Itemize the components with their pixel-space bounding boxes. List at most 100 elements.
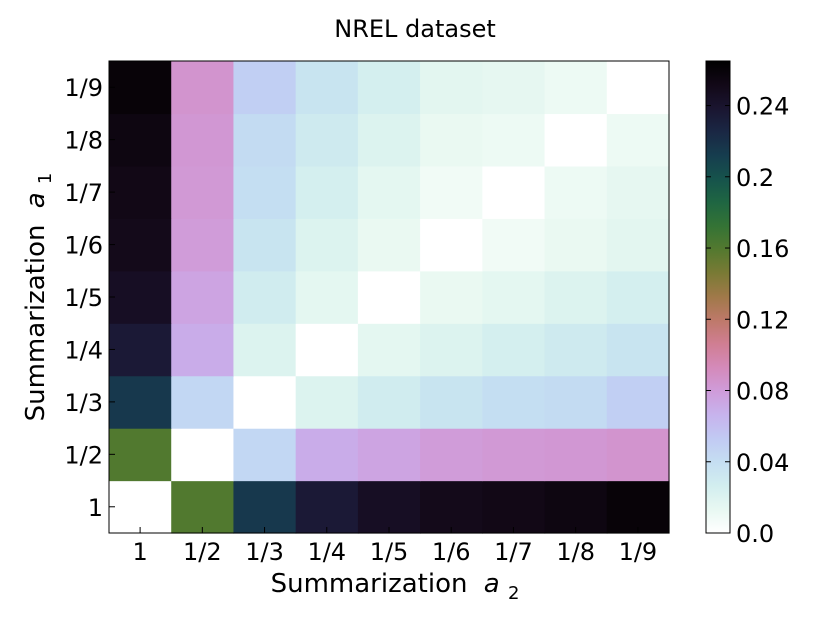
- heatmap-cell: [606, 428, 670, 482]
- heatmap-cell: [233, 480, 297, 534]
- heatmap-cell: [482, 375, 546, 429]
- heatmap-cell: [109, 61, 172, 115]
- heatmap-cell: [606, 218, 670, 272]
- heatmap-cells: [109, 61, 670, 534]
- heatmap-cell: [171, 428, 235, 482]
- heatmap-cell: [357, 480, 421, 534]
- heatmap-cell: [109, 165, 172, 219]
- y-tick-label: 1/8: [64, 127, 103, 155]
- colorbar-tick-label: 0.0: [736, 520, 774, 548]
- x-axis-label-text: Summarization: [271, 569, 468, 599]
- heatmap-cell: [544, 218, 608, 272]
- heatmap-cell: [233, 113, 297, 167]
- colorbar-gradient: [705, 60, 731, 534]
- heatmap-cell: [544, 113, 608, 167]
- x-tick-label: 1/5: [370, 538, 409, 566]
- colorbar-tick-label: 0.12: [736, 306, 789, 334]
- heatmap-cell: [109, 270, 172, 324]
- heatmap-cell: [544, 375, 608, 429]
- heatmap-cell: [109, 375, 172, 429]
- heatmap-cell: [420, 61, 483, 115]
- heatmap-cell: [420, 218, 483, 272]
- x-tick-label: 1/9: [619, 538, 658, 566]
- heatmap-cell: [171, 165, 235, 219]
- heatmap-cell: [109, 428, 172, 482]
- heatmap-cell: [544, 428, 608, 482]
- heatmap-cell: [544, 165, 608, 219]
- heatmap-cell: [357, 61, 421, 115]
- y-tick-label: 1/2: [64, 441, 103, 469]
- x-tick-label: 1/7: [494, 538, 533, 566]
- heatmap-cell: [295, 375, 359, 429]
- colorbar: 0.0 0.04 0.08 0.12 0.16 0.2 0.24: [705, 60, 789, 548]
- heatmap-cell: [482, 480, 546, 534]
- heatmap-cell: [233, 375, 297, 429]
- heatmap-cell: [544, 480, 608, 534]
- heatmap-cell: [357, 165, 421, 219]
- heatmap-cell: [295, 480, 359, 534]
- heatmap-cell: [357, 323, 421, 377]
- heatmap-cell: [171, 480, 235, 534]
- x-axis-ticks: 1 1/2 1/3 1/4 1/5 1/6 1/7 1/8 1/9: [132, 527, 657, 566]
- heatmap-cell: [544, 61, 608, 115]
- heatmap-cell: [233, 428, 297, 482]
- x-tick-label: 1: [132, 538, 147, 566]
- colorbar-ticks: 0.0 0.04 0.08 0.12 0.16 0.2 0.24: [706, 93, 789, 548]
- heatmap-cell: [420, 375, 483, 429]
- heatmap-cell: [233, 165, 297, 219]
- chart-title: NREL dataset: [334, 15, 496, 43]
- heatmap-cell: [295, 428, 359, 482]
- x-tick-label: 1/2: [183, 538, 222, 566]
- x-tick-label: 1/6: [432, 538, 471, 566]
- colorbar-tick-label: 0.24: [736, 93, 789, 121]
- heatmap-cell: [606, 165, 670, 219]
- heatmap-cell: [482, 323, 546, 377]
- x-axis-label-sub: 2: [508, 583, 519, 604]
- heatmap-cell: [109, 113, 172, 167]
- y-axis-label-var: a: [21, 192, 51, 208]
- x-axis-label: Summarization a 2: [271, 569, 520, 604]
- heatmap-cell: [606, 323, 670, 377]
- heatmap-cell: [295, 61, 359, 115]
- y-tick-label: 1/6: [64, 232, 103, 260]
- heatmap-cell: [482, 270, 546, 324]
- heatmap-cell: [295, 113, 359, 167]
- y-axis-label-sub: 1: [35, 173, 56, 184]
- heatmap-cell: [109, 218, 172, 272]
- y-tick-label: 1/5: [64, 284, 103, 312]
- heatmap-cell: [544, 323, 608, 377]
- x-axis-label-var: a: [484, 569, 500, 599]
- heatmap-cell: [357, 218, 421, 272]
- heatmap-cell: [171, 375, 235, 429]
- y-tick-label: 1: [88, 494, 103, 522]
- heatmap-cell: [295, 323, 359, 377]
- heatmap-cell: [357, 270, 421, 324]
- heatmap-cell: [482, 165, 546, 219]
- y-tick-label: 1/3: [64, 389, 103, 417]
- heatmap-cell: [606, 113, 670, 167]
- heatmap-cell: [420, 270, 483, 324]
- heatmap-cell: [357, 375, 421, 429]
- heatmap-cell: [482, 113, 546, 167]
- heatmap-cell: [606, 61, 670, 115]
- heatmap-cell: [295, 270, 359, 324]
- x-tick-label: 1/4: [307, 538, 346, 566]
- heatmap-cell: [482, 428, 546, 482]
- heatmap-cell: [233, 218, 297, 272]
- heatmap-cell: [606, 270, 670, 324]
- y-axis-label-text: Summarization: [21, 225, 51, 422]
- heatmap-cell: [357, 113, 421, 167]
- y-tick-label: 1/9: [64, 74, 103, 102]
- heatmap-cell: [420, 480, 483, 534]
- y-axis-label: Summarization a 1: [21, 173, 56, 422]
- x-tick-label: 1/8: [556, 538, 595, 566]
- heatmap-cell: [420, 113, 483, 167]
- heatmap-cell: [171, 323, 235, 377]
- heatmap-cell: [482, 218, 546, 272]
- heatmap-cell: [233, 270, 297, 324]
- heatmap-cell: [233, 323, 297, 377]
- heatmap-cell: [109, 323, 172, 377]
- colorbar-tick-label: 0.04: [736, 449, 789, 477]
- heatmap-cell: [482, 61, 546, 115]
- heatmap-cell: [420, 323, 483, 377]
